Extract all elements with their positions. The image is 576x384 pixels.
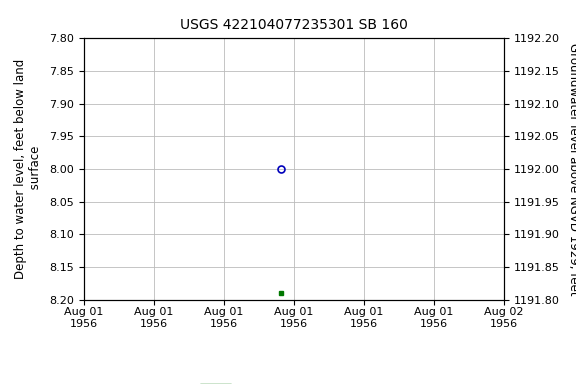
Legend: Period of approved data: Period of approved data — [195, 379, 393, 384]
Y-axis label: Groundwater level above NGVD 1929, feet: Groundwater level above NGVD 1929, feet — [567, 43, 576, 295]
Title: USGS 422104077235301 SB 160: USGS 422104077235301 SB 160 — [180, 18, 408, 31]
Y-axis label: Depth to water level, feet below land
 surface: Depth to water level, feet below land su… — [14, 59, 42, 279]
